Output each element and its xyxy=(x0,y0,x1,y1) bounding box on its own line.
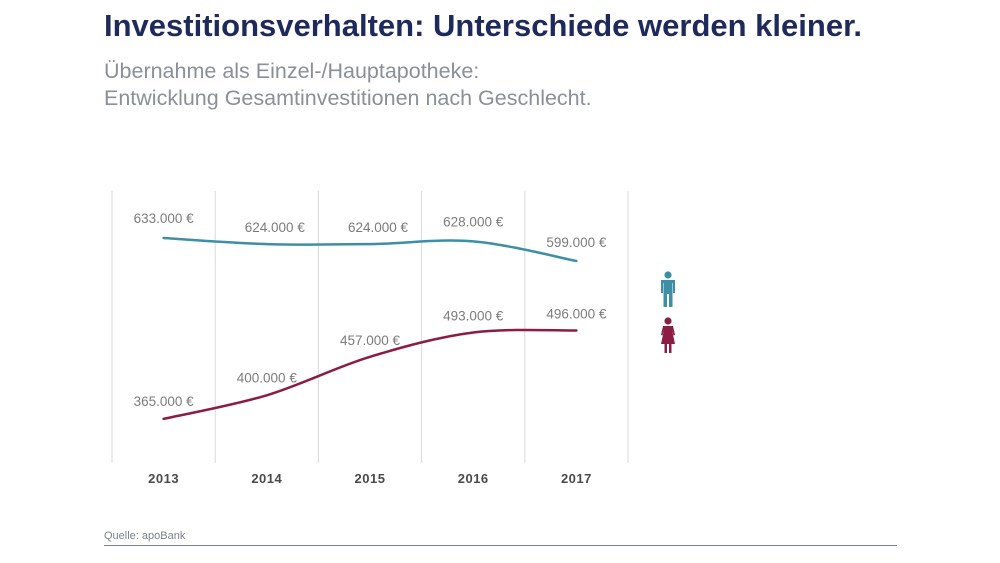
page-subtitle: Übernahme als Einzel-/Hauptapotheke: Ent… xyxy=(104,58,592,112)
women-series-line xyxy=(162,328,578,421)
x-tick-label: 2016 xyxy=(458,471,489,486)
data-label: 365.000 € xyxy=(134,394,195,409)
data-label: 457.000 € xyxy=(340,333,401,348)
data-label: 633.000 € xyxy=(134,211,195,226)
female-icon xyxy=(661,317,675,353)
men-series-line xyxy=(162,236,578,263)
data-labels: 633.000 € 624.000 € 624.000 € 628.000 € 599.… xyxy=(134,211,607,409)
male-icon xyxy=(661,271,675,307)
source-note: Quelle: apoBank xyxy=(104,530,186,542)
footer-divider xyxy=(104,545,897,546)
subtitle-line-1: Übernahme als Einzel-/Hauptapotheke: xyxy=(104,59,480,83)
x-tick-label: 2014 xyxy=(251,471,282,486)
data-label: 400.000 € xyxy=(237,370,298,385)
data-label: 496.000 € xyxy=(546,306,607,321)
series-lines xyxy=(162,236,578,421)
x-axis-ticks: 2013 2014 2015 2016 2017 xyxy=(148,471,592,486)
data-label: 628.000 € xyxy=(443,214,504,229)
data-label: 624.000 € xyxy=(348,220,409,235)
data-label: 624.000 € xyxy=(245,220,306,235)
x-tick-label: 2013 xyxy=(148,471,179,486)
grid-lines xyxy=(111,191,629,463)
x-tick-label: 2017 xyxy=(561,471,592,486)
page-title: Investitionsverhalten: Unterschiede werd… xyxy=(104,8,863,43)
x-tick-label: 2015 xyxy=(355,471,386,486)
data-label: 493.000 € xyxy=(443,309,504,324)
subtitle-line-2: Entwicklung Gesamtinvestitionen nach Ges… xyxy=(104,86,592,110)
data-label: 599.000 € xyxy=(546,235,607,250)
